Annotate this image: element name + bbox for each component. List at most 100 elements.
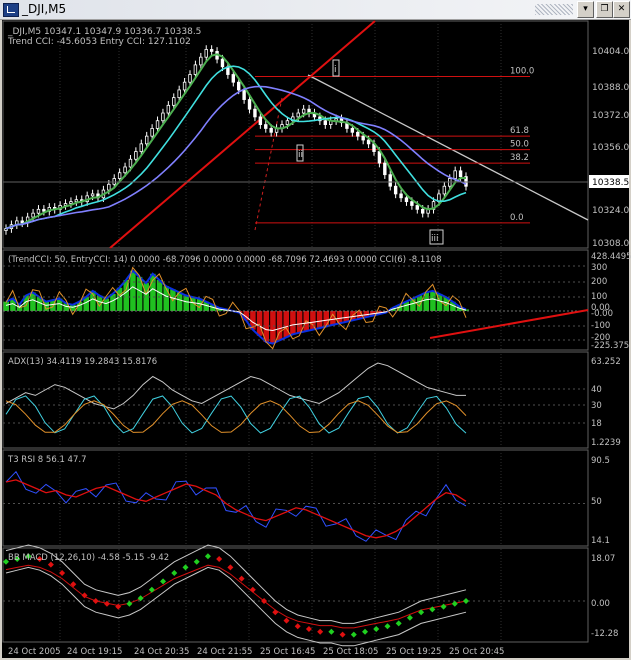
cci-hist-bar	[310, 311, 316, 330]
cci-hist-bar	[190, 297, 196, 311]
chart-window-icon	[3, 3, 19, 17]
cci-hist-bar	[263, 311, 269, 342]
candle-body	[237, 81, 241, 91]
cci-hist-bar	[63, 303, 69, 311]
candle-body	[74, 199, 79, 203]
cci-hist-bar	[76, 301, 83, 311]
close-icon[interactable]: ✕	[613, 1, 630, 18]
cci-pane: (TrendCCI: 50, EntryCCI: 14) 0.0000 -68.…	[3, 252, 631, 351]
wave-label-iii-box	[429, 229, 444, 245]
title-grip	[535, 4, 573, 15]
macd-dot	[362, 628, 369, 635]
moving-averages	[5, 53, 467, 230]
macd-lines	[3, 544, 588, 647]
candle-body	[361, 135, 365, 141]
fib-retracement[interactable]: 100.0 61.8 50.0 38.2 0.0	[255, 66, 534, 224]
adx-lines	[3, 362, 588, 434]
macd-dot	[59, 570, 66, 576]
price-tick: 10324.0	[592, 206, 629, 216]
restore-icon[interactable]: ❐	[596, 1, 613, 18]
main-pane-frame	[2, 20, 589, 249]
title-bar[interactable]: _DJI,M5 ▾ ❐ ✕	[0, 0, 631, 20]
adx-tick: 30	[591, 401, 602, 411]
cci-hist-bar	[423, 292, 429, 311]
adx-plus-di-line	[5, 395, 467, 434]
time-axis: 24 Oct 2005 24 Oct 19:15 24 Oct 20:35 24 Oc…	[8, 647, 504, 657]
cci-hist-bar	[330, 311, 336, 325]
candle-body	[204, 49, 208, 58]
cci-hist-bar	[136, 276, 143, 311]
macd-dot	[283, 617, 290, 624]
macd-dot	[36, 556, 43, 562]
macd-tick: 18.07	[591, 554, 615, 564]
candle-body	[242, 89, 246, 100]
downtrend-line[interactable]	[307, 74, 589, 221]
cci-hist-bar	[123, 280, 129, 311]
cci-hist-bar	[150, 273, 156, 311]
candle-body	[145, 135, 149, 145]
main-header-ohlc: _DJI,M5 10347.1 10347.9 10336.7 10338.5	[7, 27, 201, 37]
current-price-label: 10338.5	[592, 178, 629, 188]
adx-tick: 63.252	[591, 357, 621, 367]
macd-dot	[3, 558, 9, 565]
wave-label-i: i	[334, 65, 337, 75]
wave-label-ii-box	[296, 144, 304, 162]
macd-dot	[440, 603, 447, 610]
candle-body	[172, 97, 176, 106]
rsi-pane: T3 RSI 8 56.1 47.7 90.5 50 14.1	[3, 455, 610, 546]
candle-body	[107, 183, 111, 191]
macd-dot	[14, 556, 21, 562]
cci-hist-bar	[403, 301, 409, 311]
cci-hist-bar	[256, 311, 263, 336]
main-header-cci: Trend CCI: -45.6053 Entry CCI: 127.1102	[7, 37, 191, 47]
time-label: 24 Oct 2005	[8, 647, 61, 657]
rsi-tick: 50	[591, 497, 602, 507]
candle-body	[155, 120, 160, 129]
candle-body	[134, 151, 138, 160]
rsi-raw-line	[5, 470, 467, 542]
cci-tick: -100	[591, 321, 610, 331]
time-label: 24 Oct 20:35	[134, 647, 189, 657]
macd-tick: -12.28	[591, 629, 618, 639]
cci-hist-bar	[130, 270, 136, 311]
wave-label-ii: ii	[298, 150, 303, 160]
uptrend-line[interactable]	[109, 20, 376, 249]
cci-hist-bar	[363, 311, 369, 318]
price-tick: 10308.0	[592, 239, 629, 249]
macd-header: BB MACD (12,26,10) -4.58 -5.15 -9.42	[8, 553, 169, 563]
macd-dot	[216, 556, 223, 562]
fib-level-label: 61.8	[510, 126, 529, 136]
price-tick: 10356.0	[592, 143, 629, 153]
adx-pane-frame	[2, 351, 589, 449]
candle-body	[90, 193, 95, 197]
cci-hist-bar	[156, 280, 163, 311]
candle-body	[253, 108, 257, 118]
cci-hist-bar	[436, 293, 443, 311]
cci-hist-bar	[90, 290, 96, 311]
fib-level-label: 38.2	[510, 153, 529, 163]
cci-hist-bar	[10, 298, 16, 311]
chart-canvas[interactable]: _DJI,M5 10347.1 10347.9 10336.7 10338.5 …	[0, 20, 631, 660]
time-label: 24 Oct 21:55	[197, 647, 252, 657]
cci-hist-bar	[243, 311, 249, 321]
candle-body	[296, 112, 300, 118]
candle-body	[350, 128, 355, 133]
cci-hist-bar	[196, 298, 203, 311]
candle-body	[323, 120, 327, 125]
cci-tick: -200	[591, 333, 610, 343]
cci-hist-bar	[210, 304, 216, 311]
cci-hist-bar	[250, 311, 256, 330]
adx-tick: 18	[591, 419, 602, 429]
fib-level-label: 100.0	[510, 66, 534, 76]
cci-hist-bar	[83, 297, 89, 311]
cci-hist-bar	[410, 298, 416, 311]
candle-body	[150, 128, 154, 137]
cci-tick: -225.375	[591, 341, 629, 351]
cci-hist-bar	[23, 295, 29, 311]
time-label: 24 Oct 19:15	[67, 647, 122, 657]
macd-dot	[160, 578, 167, 585]
chevron-down-icon[interactable]: ▾	[577, 1, 594, 18]
cci-hist-bar	[103, 298, 109, 311]
cci-trendline[interactable]	[429, 309, 589, 339]
cci-lines	[3, 265, 588, 350]
